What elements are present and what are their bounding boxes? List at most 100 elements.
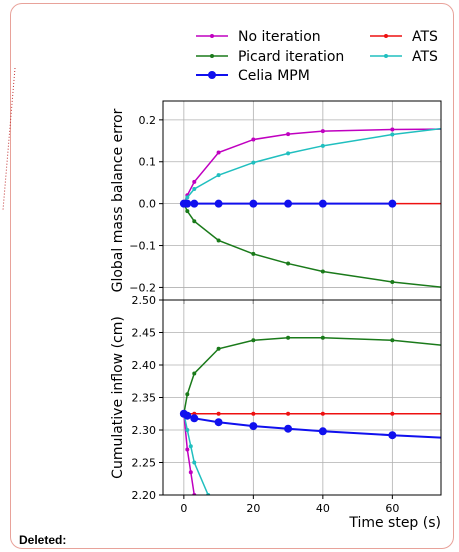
legend-marker-ats_red xyxy=(384,34,388,38)
legend-marker-ats_cyan xyxy=(384,54,388,58)
data-point-celia xyxy=(249,199,258,208)
data-point-ats_cyan xyxy=(320,143,325,148)
data-point-picard xyxy=(320,269,325,274)
data-point-celia xyxy=(183,411,192,420)
data-point-picard xyxy=(320,335,325,340)
deleted-label: Deleted: xyxy=(19,533,67,547)
data-point-no_iter xyxy=(320,129,325,134)
series-line-ats_red xyxy=(183,411,441,415)
x-tick-label: 40 xyxy=(316,502,330,515)
data-point-no_iter xyxy=(188,470,193,475)
data-point-ats_cyan xyxy=(390,132,395,137)
y-tick-label: 2.35 xyxy=(132,392,157,405)
y-axis-label: Global mass balance error xyxy=(110,108,126,292)
axes-frame xyxy=(162,100,442,301)
data-point-ats_red xyxy=(286,411,291,416)
data-point-picard xyxy=(216,238,221,243)
data-point-ats_red xyxy=(390,411,395,416)
series-group xyxy=(179,126,446,289)
x-axis-label: Time step (s) xyxy=(348,515,441,531)
y-tick-label: −0.2 xyxy=(129,281,156,294)
x-tick-label: 20 xyxy=(246,502,260,515)
data-point-picard xyxy=(286,335,291,340)
data-point-picard xyxy=(442,285,446,289)
y-axis-label: Cumulative inflow (cm) xyxy=(110,316,126,479)
data-point-picard xyxy=(192,219,197,224)
data-point-picard xyxy=(251,251,256,256)
data-point-ats_cyan xyxy=(188,444,193,449)
data-point-ats_red xyxy=(442,412,446,416)
series-line-no_iter xyxy=(183,128,441,204)
data-point-ats_cyan xyxy=(185,428,190,432)
data-point-ats_red xyxy=(320,411,325,416)
data-point-ats_red xyxy=(442,202,446,206)
data-point-ats_red xyxy=(216,411,221,416)
series-line-no_iter xyxy=(183,413,196,495)
y-tick-label: 2.25 xyxy=(132,457,157,470)
y-tick-label: −0.1 xyxy=(129,240,156,253)
data-point-ats_cyan xyxy=(251,160,256,165)
data-point-picard xyxy=(216,346,221,351)
data-point-celia xyxy=(214,418,223,427)
data-point-ats_red xyxy=(251,411,256,416)
y-tick-label: 2.50 xyxy=(132,294,157,307)
data-point-ats_cyan xyxy=(286,151,291,156)
legend-marker-celia xyxy=(208,71,216,79)
data-point-celia xyxy=(284,199,293,208)
legend-label-ats_red: ATS xyxy=(412,29,438,45)
data-point-picard xyxy=(185,392,190,397)
y-tick-label: 0.1 xyxy=(139,156,157,169)
series-group xyxy=(179,335,446,495)
legend-label-picard: Picard iteration xyxy=(238,49,344,65)
legend-marker-no_iter xyxy=(210,34,214,38)
data-point-celia xyxy=(249,422,258,431)
data-point-picard xyxy=(442,344,446,348)
data-point-picard xyxy=(390,279,395,284)
x-tick-label: 60 xyxy=(385,502,399,515)
data-point-no_iter xyxy=(216,150,221,155)
data-point-celia xyxy=(183,199,192,208)
data-point-celia xyxy=(318,199,327,208)
data-point-celia xyxy=(440,435,441,440)
data-point-picard xyxy=(251,338,256,343)
data-point-picard xyxy=(286,261,291,266)
data-point-no_iter xyxy=(442,127,446,131)
series-line-celia xyxy=(183,412,441,439)
data-point-no_iter xyxy=(286,132,291,137)
data-point-ats_cyan xyxy=(192,186,197,191)
data-point-no_iter xyxy=(185,447,190,452)
data-point-ats_cyan xyxy=(216,173,221,178)
data-point-no_iter xyxy=(251,137,256,142)
legend-label-celia: Celia MPM xyxy=(238,68,310,84)
data-point-ats_cyan xyxy=(192,460,197,465)
legend-label-no_iter: No iteration xyxy=(238,29,321,45)
series-line-picard xyxy=(183,336,441,414)
data-point-ats_cyan xyxy=(442,126,446,130)
data-point-no_iter xyxy=(192,179,197,184)
data-point-picard xyxy=(192,371,197,376)
legend-marker-picard xyxy=(210,54,214,58)
data-point-no_iter xyxy=(390,127,395,132)
data-point-celia xyxy=(190,414,199,423)
data-point-picard xyxy=(390,338,395,343)
panel-2 xyxy=(159,299,446,499)
data-point-celia xyxy=(388,431,397,440)
data-point-ats_cyan xyxy=(185,195,190,200)
series-line-ats_cyan xyxy=(183,127,441,205)
y-tick-label: 2.40 xyxy=(132,359,157,372)
data-point-celia xyxy=(284,424,293,433)
comment-frame xyxy=(10,3,454,549)
y-tick-label: 2.20 xyxy=(132,489,157,502)
data-point-picard xyxy=(185,209,190,214)
data-point-celia xyxy=(318,427,327,436)
y-tick-label: 2.45 xyxy=(132,327,157,340)
legend-label-ats_cyan: ATS xyxy=(412,49,438,65)
panel-1 xyxy=(159,100,446,304)
x-tick-label: 0 xyxy=(180,502,187,515)
data-point-celia xyxy=(388,199,397,208)
data-point-celia xyxy=(190,199,199,208)
y-tick-label: 0.2 xyxy=(139,114,157,127)
data-point-celia xyxy=(214,199,223,208)
y-tick-label: 2.30 xyxy=(132,424,157,437)
